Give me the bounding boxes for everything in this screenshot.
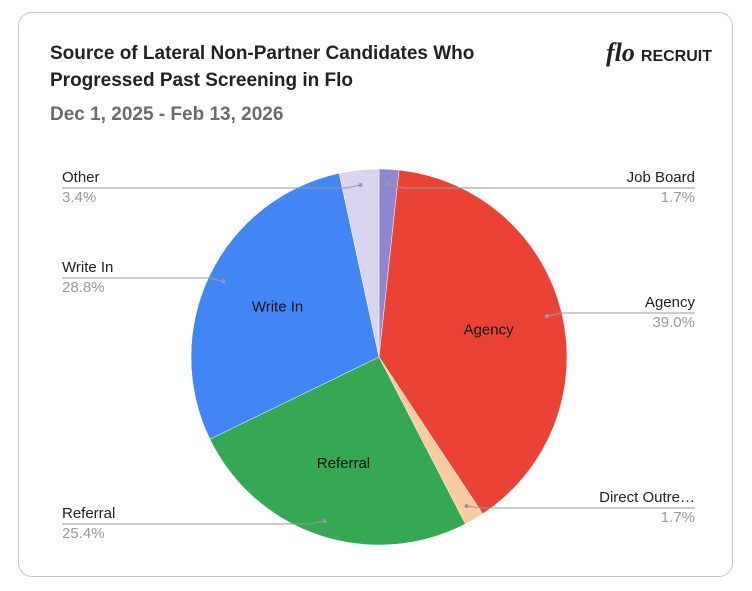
value-label: 28.8%: [62, 279, 105, 296]
legend-label: Write In: [62, 259, 113, 276]
slice-label: Referral: [317, 455, 370, 472]
leader-line: [546, 312, 695, 317]
leader-line: [62, 277, 224, 282]
leader-line: [62, 520, 325, 525]
legend-label: Referral: [62, 505, 115, 522]
logo-mark: flo: [606, 38, 635, 67]
legend-label: Direct Outre…: [599, 489, 695, 506]
legend-label: Job Board: [627, 169, 695, 186]
value-label: 25.4%: [62, 525, 105, 542]
leader-dot: [464, 504, 469, 509]
leader-dot: [322, 519, 327, 524]
slice-label: Agency: [464, 321, 515, 338]
value-label: 39.0%: [652, 314, 695, 331]
leader-dot: [358, 183, 363, 188]
brand-logo: flo RECRUIT: [606, 38, 712, 68]
value-label: 1.7%: [661, 509, 695, 526]
chart-title: Source of Lateral Non-Partner Candidates…: [50, 43, 475, 91]
leader-dot: [386, 182, 391, 187]
value-label: 3.4%: [62, 189, 96, 206]
slice-label: Write In: [252, 299, 303, 316]
chart-subtitle: Dec 1, 2025 - Feb 13, 2026: [50, 104, 284, 125]
card: [18, 12, 733, 577]
legend-label: Other: [62, 169, 100, 186]
leader-line: [388, 183, 695, 189]
pie-slice: [209, 356, 466, 546]
leader-line: [62, 184, 361, 189]
value-label: 1.7%: [661, 189, 695, 206]
pie-slice: [338, 168, 380, 358]
leader-dot: [221, 279, 226, 284]
leader-line: [466, 505, 695, 509]
legend-label: Agency: [645, 294, 696, 311]
leader-dot: [545, 314, 550, 319]
pie-slice: [190, 172, 380, 440]
logo-text: RECRUIT: [640, 48, 712, 65]
